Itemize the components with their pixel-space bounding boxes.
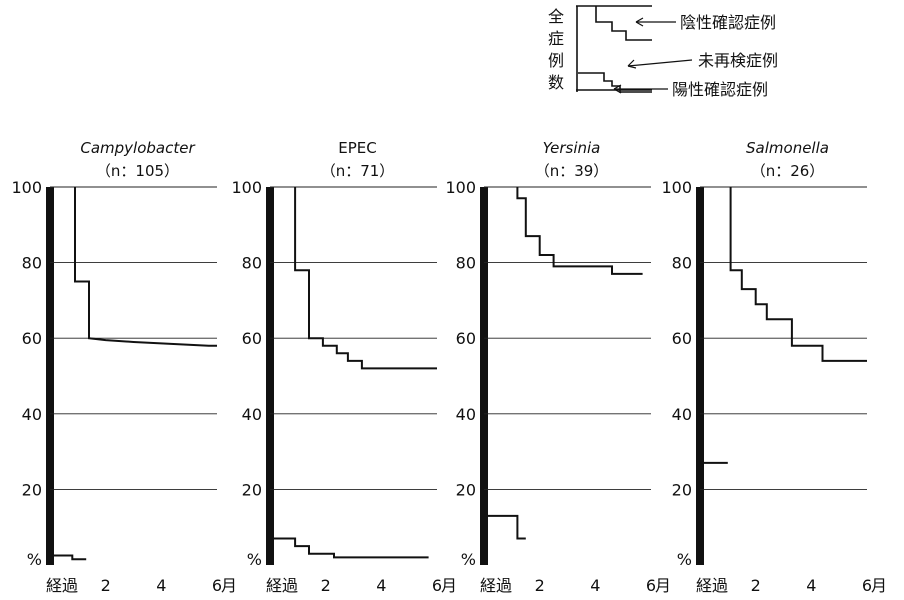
y-tick-label: 20 <box>456 480 476 499</box>
series-negative-line <box>294 187 437 370</box>
y-tick-label: 20 <box>22 480 42 499</box>
panel-title: Salmonella <box>746 139 829 157</box>
x-axis-label: 経過 <box>46 576 78 595</box>
legend-negative-arrowhead <box>635 17 644 27</box>
y-tick-label: 60 <box>456 329 476 348</box>
x-tick-label: 6 <box>212 576 222 595</box>
x-tick-label: 4 <box>806 576 816 595</box>
y-tick-label: 40 <box>672 405 692 424</box>
panel-subtitle: （n：105） <box>96 162 179 180</box>
y-axis-label: % <box>461 550 476 569</box>
panel-title: Campylobacter <box>80 139 195 157</box>
series-negative-line <box>74 187 217 347</box>
y-tick-label: 80 <box>22 254 42 273</box>
y-tick-label: 40 <box>242 405 262 424</box>
series-positive-line <box>50 554 87 561</box>
legend-unchecked-label: 未再検症例 <box>698 51 778 70</box>
x-unit-label: 月 <box>871 576 887 595</box>
axis-bar <box>480 187 488 565</box>
y-tick-label: 100 <box>445 178 476 197</box>
y-tick-label: 100 <box>661 178 692 197</box>
x-unit-label: 月 <box>441 576 457 595</box>
legend-negative-curve <box>576 5 652 91</box>
y-tick-label: 40 <box>22 405 42 424</box>
x-unit-label: 月 <box>655 576 671 595</box>
panel-campylobacter: Campylobacter （n：105） 20 40 60 80 100%経過 2 4 6月 <box>11 139 237 595</box>
legend-unchecked-arrow <box>627 59 693 67</box>
y-axis-label: % <box>247 550 262 569</box>
x-tick-label: 6 <box>432 576 442 595</box>
axis-bar <box>696 187 704 565</box>
panel-subtitle: （n：26） <box>751 162 825 180</box>
series-positive-line <box>270 537 429 559</box>
x-unit-label: 月 <box>221 576 237 595</box>
legend-positive-arrowhead <box>613 84 622 94</box>
x-tick-label: 2 <box>535 576 545 595</box>
legend-positive-curve <box>578 72 652 93</box>
axis-bar <box>46 187 54 565</box>
x-tick-label: 2 <box>101 576 111 595</box>
y-tick-label: 100 <box>231 178 262 197</box>
series-positive-line <box>484 514 526 540</box>
legend: 全 症 例 数 陰性確認症例 未再検症例 陽性確認症例 <box>548 5 778 99</box>
y-tick-label: 80 <box>242 254 262 273</box>
y-tick-label: 100 <box>11 178 42 197</box>
legend-vertical-char-3: 例 <box>548 51 564 70</box>
axis-bar <box>266 187 274 565</box>
panel-title: Yersinia <box>543 139 601 157</box>
panel-yersinia: Yersinia （n：39） 20 40 60 80 100%経過 2 4 6月 <box>445 139 671 595</box>
y-tick-label: 60 <box>242 329 262 348</box>
legend-vertical-char-1: 全 <box>548 7 564 26</box>
y-axis-label: % <box>677 550 692 569</box>
panel-salmonella: Salmonella （n：26） 20 40 60 80 100%経過 2 4 6月 <box>661 139 887 595</box>
x-axis-label: 経過 <box>266 576 298 595</box>
y-tick-label: 80 <box>672 254 692 273</box>
y-tick-label: 20 <box>242 480 262 499</box>
x-tick-label: 6 <box>646 576 656 595</box>
y-tick-label: 80 <box>456 254 476 273</box>
panel-subtitle: （n：39） <box>535 162 609 180</box>
panel-subtitle: （n：71） <box>321 162 395 180</box>
x-tick-label: 4 <box>156 576 166 595</box>
legend-vertical-char-4: 数 <box>548 73 564 92</box>
series-negative-line <box>729 187 867 362</box>
x-tick-label: 2 <box>321 576 331 595</box>
legend-unchecked-arrowhead <box>627 59 637 69</box>
y-tick-label: 60 <box>22 329 42 348</box>
x-tick-label: 4 <box>376 576 386 595</box>
legend-negative-label: 陰性確認症例 <box>680 13 776 32</box>
y-axis-label: % <box>27 550 42 569</box>
series-negative-line <box>516 187 643 275</box>
y-tick-label: 20 <box>672 480 692 499</box>
x-tick-label: 6 <box>862 576 872 595</box>
panel-title: EPEC <box>338 139 376 157</box>
legend-positive-label: 陽性確認症例 <box>672 80 768 99</box>
legend-vertical-char-2: 症 <box>548 29 564 48</box>
panel-epec: EPEC （n：71） 20 40 60 80 100%経過 2 4 6月 <box>231 139 457 595</box>
y-tick-label: 40 <box>456 405 476 424</box>
y-tick-label: 60 <box>672 329 692 348</box>
x-tick-label: 4 <box>590 576 600 595</box>
x-axis-label: 経過 <box>480 576 512 595</box>
x-axis-label: 経過 <box>696 576 728 595</box>
x-tick-label: 2 <box>751 576 761 595</box>
